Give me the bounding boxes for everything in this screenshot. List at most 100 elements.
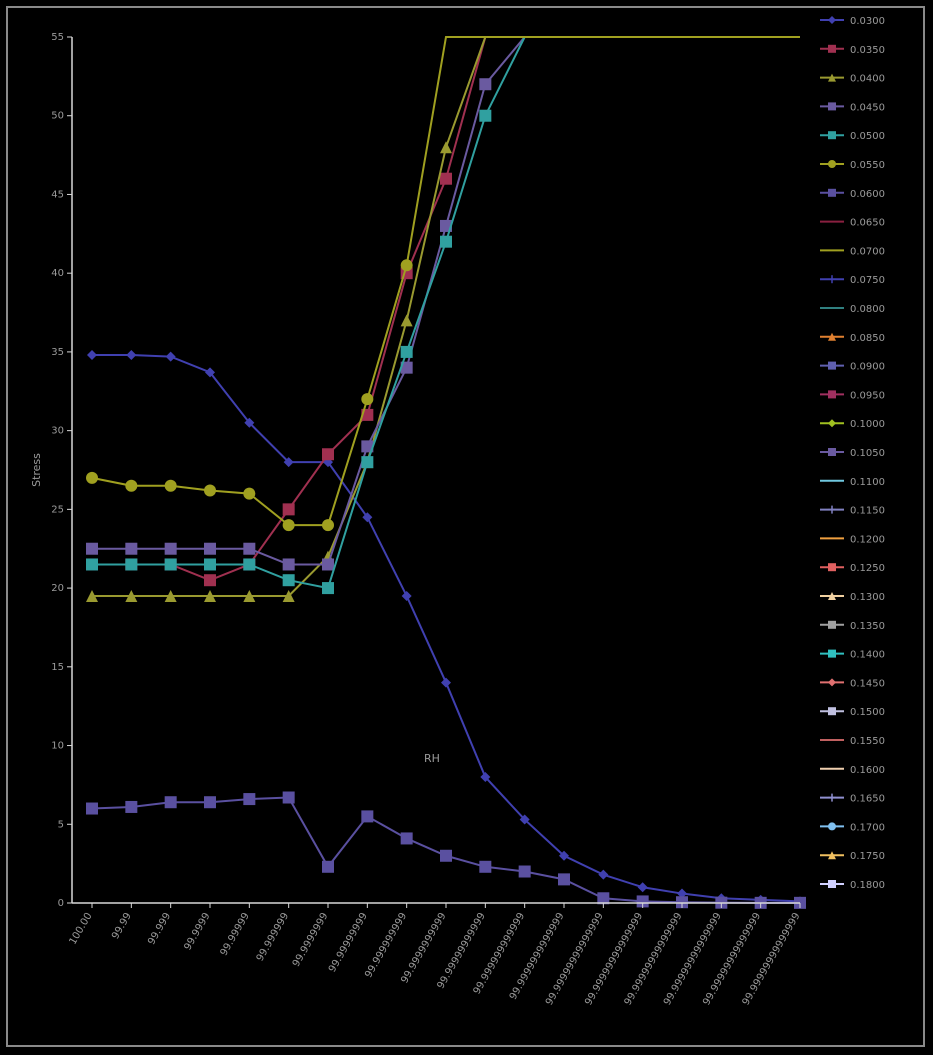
point-marker: [828, 275, 836, 284]
point-marker: [361, 456, 374, 469]
series-line: [92, 36, 800, 582]
point-marker: [243, 542, 256, 555]
point-marker: [637, 882, 648, 893]
point-marker: [282, 791, 295, 804]
point-marker: [558, 873, 570, 886]
legend-label: 0.1650: [850, 794, 885, 805]
point-marker: [440, 172, 452, 185]
legend-item: 0.0500: [820, 131, 885, 142]
legend-item: 0.0400: [820, 73, 885, 85]
point-marker: [828, 851, 836, 860]
legend-label: 0.0750: [850, 275, 885, 286]
legend-item: 0.0650: [820, 218, 885, 229]
legend-label: 0.0950: [850, 390, 885, 401]
legend-item: 0.0350: [820, 44, 885, 56]
legend-label: 0.1450: [850, 678, 885, 689]
point-marker: [164, 589, 177, 602]
point-marker: [597, 892, 610, 905]
legend-item: 0.1400: [820, 649, 885, 661]
plot-area: [86, 36, 806, 909]
point-marker: [828, 505, 836, 514]
y-tick-label: 15: [51, 662, 64, 673]
legend-label: 0.1100: [850, 477, 885, 488]
y-tick-label: 40: [51, 268, 64, 279]
legend-label: 0.1050: [850, 448, 885, 459]
point-marker: [126, 350, 137, 361]
legend-item: 0.0950: [820, 390, 885, 401]
point-marker: [828, 44, 836, 53]
legend-label: 0.1550: [850, 736, 885, 747]
legend-item: 0.0600: [820, 188, 885, 200]
x-tick-label: 99.9999999: [291, 911, 331, 969]
legend-item: 0.0450: [820, 102, 885, 113]
point-marker: [828, 390, 836, 399]
legend-label: 0.1400: [850, 650, 885, 661]
legend-label: 0.0700: [850, 246, 885, 257]
y-tick-label: 25: [51, 504, 64, 515]
legend-label: 0.1200: [850, 534, 885, 545]
y-tick-label: 20: [51, 583, 64, 594]
point-marker: [828, 620, 836, 629]
legend-item: 0.1150: [820, 506, 885, 517]
point-marker: [828, 419, 836, 428]
legend-item: 0.1500: [820, 707, 885, 718]
point-marker: [87, 350, 97, 361]
series-6: [86, 36, 800, 532]
legend-label: 0.0600: [850, 189, 885, 200]
point-marker: [125, 800, 138, 813]
legend-label: 0.1150: [850, 506, 885, 517]
point-marker: [519, 814, 530, 825]
series-4: [86, 36, 800, 571]
y-tick-label: 5: [58, 819, 64, 830]
point-marker: [828, 332, 836, 341]
legend-label: 0.1350: [850, 621, 885, 632]
legend-label: 0.0400: [850, 74, 885, 85]
point-marker: [828, 678, 836, 687]
point-marker: [86, 471, 98, 484]
series-line: [92, 354, 801, 903]
point-marker: [828, 361, 836, 370]
point-marker: [400, 259, 413, 272]
x-tick-label: 99.999: [146, 911, 173, 947]
legend-item: 0.1250: [820, 563, 885, 574]
y-tick-label: 45: [51, 189, 64, 200]
point-marker: [441, 677, 451, 688]
legend-item: 0.0900: [820, 361, 885, 373]
legend-label: 0.1000: [850, 419, 885, 430]
point-marker: [828, 707, 836, 716]
point-marker: [400, 361, 413, 374]
legend-item: 0.0800: [820, 304, 885, 315]
point-marker: [243, 589, 256, 602]
point-marker: [598, 869, 609, 880]
legend-label: 0.0300: [850, 16, 885, 27]
series-line: [91, 36, 800, 527]
legend-item: 0.1750: [820, 851, 885, 862]
point-marker: [322, 582, 334, 595]
point-marker: [322, 519, 334, 532]
legend-item: 0.1450: [820, 678, 885, 689]
point-marker: [86, 542, 98, 555]
legend-item: 0.1550: [820, 736, 885, 747]
legend-label: 0.0350: [850, 45, 885, 56]
point-marker: [282, 558, 295, 571]
y-tick-label: 0: [58, 898, 64, 909]
point-marker: [283, 457, 294, 468]
legend-label: 0.1250: [850, 563, 885, 574]
y-tick-label: 55: [51, 32, 64, 43]
point-marker: [559, 850, 569, 861]
point-marker: [164, 542, 177, 555]
point-marker: [86, 558, 98, 571]
point-marker: [828, 563, 836, 572]
legend-item: 0.1050: [820, 448, 885, 459]
legend-label: 0.0500: [850, 131, 885, 142]
point-marker: [164, 558, 177, 571]
x-tick-label: 99.999999: [255, 911, 292, 963]
point-marker: [828, 822, 836, 831]
point-marker: [440, 849, 452, 862]
series-line: [92, 36, 800, 597]
point-marker: [636, 895, 649, 908]
point-marker: [676, 896, 688, 909]
legend-item: 0.1300: [820, 592, 885, 603]
legend-label: 0.0450: [850, 102, 885, 113]
point-marker: [361, 393, 374, 406]
